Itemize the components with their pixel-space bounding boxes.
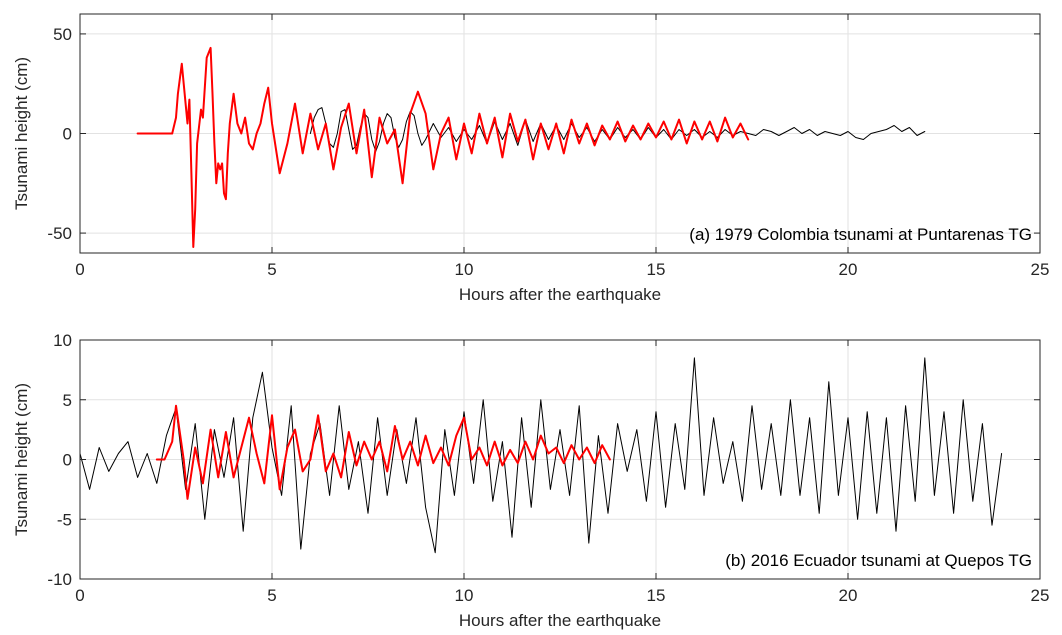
x-tick-label: 20 — [839, 260, 858, 279]
series-line-b-black — [79, 357, 1003, 554]
y-tick-label: -10 — [47, 570, 72, 589]
series-group-a — [136, 46, 926, 248]
series-line-a-black — [309, 107, 926, 152]
series-group-b — [79, 357, 1003, 554]
x-tick-label: 0 — [75, 260, 84, 279]
series-line-a-red — [136, 46, 750, 248]
x-tick-label: 15 — [647, 586, 666, 605]
x-tick-label: 15 — [647, 260, 666, 279]
x-tick-label: 5 — [267, 260, 276, 279]
y-tick-label: -50 — [47, 224, 72, 243]
x-axis-label-b: Hours after the earthquake — [459, 611, 661, 630]
panel-annotation-a: (a) 1979 Colombia tsunami at Puntarenas … — [689, 225, 1032, 244]
x-tick-label: 10 — [455, 586, 474, 605]
x-tick-label: 0 — [75, 586, 84, 605]
ticks-b: 0 5 10 15 20 25 -10 -5 0 5 10 — [47, 331, 1049, 605]
panel-annotation-b: (b) 2016 Ecuador tsunami at Quepos TG — [725, 551, 1032, 570]
y-axis-label-a: Tsunami height (cm) — [12, 57, 31, 210]
x-tick-label: 25 — [1031, 260, 1050, 279]
grid-b — [80, 340, 1040, 579]
y-tick-label: 10 — [53, 331, 72, 350]
y-tick-label: 0 — [63, 125, 72, 144]
y-tick-label: 5 — [63, 391, 72, 410]
x-tick-label: 20 — [839, 586, 858, 605]
y-tick-label: 50 — [53, 25, 72, 44]
y-tick-label: 0 — [63, 451, 72, 470]
y-tick-label: -5 — [57, 510, 72, 529]
series-line-b-red — [155, 404, 611, 500]
x-tick-label: 25 — [1031, 586, 1050, 605]
x-tick-label: 10 — [455, 260, 474, 279]
x-tick-label: 5 — [267, 586, 276, 605]
y-axis-label-b: Tsunami height (cm) — [12, 383, 31, 536]
x-axis-label-a: Hours after the earthquake — [459, 285, 661, 304]
